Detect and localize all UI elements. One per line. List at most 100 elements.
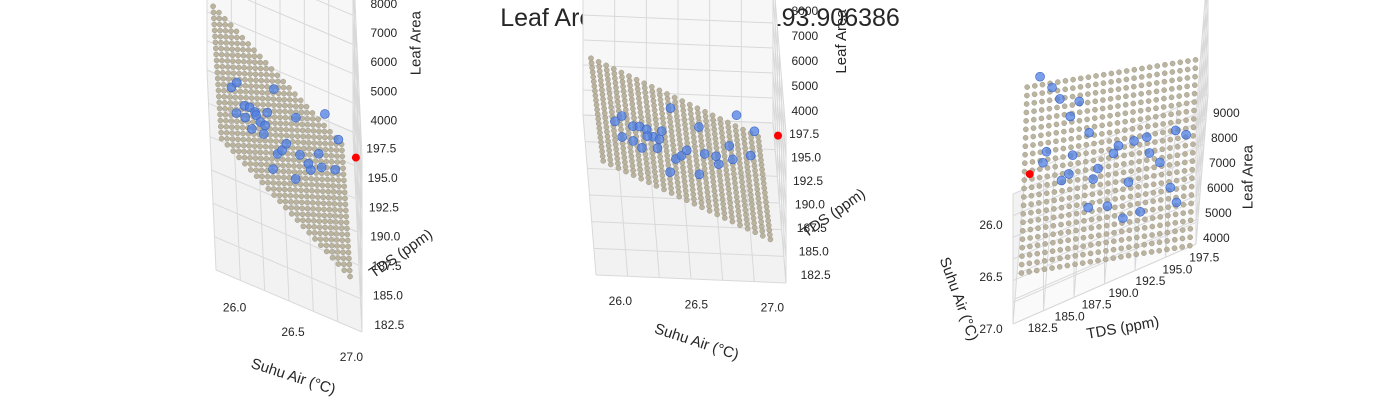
plane-point: [1190, 141, 1196, 148]
plane-point: [1091, 115, 1098, 121]
plane-point: [1136, 158, 1142, 165]
plane-point: [305, 127, 311, 134]
plane-point: [1100, 80, 1107, 86]
plane-point: [607, 156, 614, 163]
plane-point: [731, 175, 738, 182]
plane-point: [726, 195, 733, 202]
plane-point: [246, 149, 253, 155]
plane-point: [635, 90, 642, 97]
plane-point: [637, 104, 643, 111]
plane-point: [733, 189, 739, 196]
plane-point: [1066, 212, 1072, 218]
plane-point: [338, 219, 344, 225]
plane-point: [704, 184, 710, 191]
plane-point: [1119, 194, 1126, 201]
plane-point: [1019, 236, 1026, 242]
plane-point: [765, 222, 772, 229]
plane-point: [1108, 87, 1114, 94]
plane-point: [228, 118, 235, 124]
data-point: [1083, 202, 1093, 213]
plane-point: [683, 192, 690, 199]
plane-point: [276, 108, 283, 115]
plane-point: [304, 193, 310, 200]
plane-point: [265, 179, 271, 186]
plane-point: [1153, 80, 1160, 86]
plane-point: [1112, 179, 1119, 185]
plane-point: [1087, 259, 1094, 265]
plane-point: [1097, 198, 1103, 205]
plane-point: [1034, 242, 1041, 248]
plane-point: [311, 140, 318, 146]
plane-point: [1161, 87, 1167, 93]
data-point: [1135, 206, 1145, 217]
plane-point: [1069, 102, 1076, 108]
plane-point: [1115, 103, 1121, 109]
plane-point: [629, 101, 636, 107]
plane-point: [625, 130, 632, 136]
plane-point: [210, 3, 216, 10]
plane-point: [272, 120, 278, 126]
plane-point: [601, 105, 607, 112]
plane-point: [264, 90, 271, 96]
plane-point: [701, 161, 707, 168]
plane-point: [219, 63, 226, 70]
plane-point: [1030, 116, 1037, 123]
plane-point: [652, 173, 659, 180]
plane-point: [759, 228, 766, 234]
plane-point: [1080, 243, 1086, 249]
plane-point: [667, 176, 673, 182]
plane-point: [1042, 241, 1048, 247]
plane-point: [237, 88, 244, 95]
plane-point: [311, 230, 318, 236]
y-tick-label: 195.0: [1162, 262, 1192, 276]
plane-point: [336, 189, 343, 195]
y-tick-label: 192.5: [369, 200, 399, 214]
plane-point: [1149, 223, 1156, 230]
plane-point: [638, 175, 645, 182]
plane-point: [1184, 75, 1191, 81]
plane-point: [287, 186, 293, 193]
plane-point: [1167, 136, 1174, 143]
plane-point: [750, 215, 757, 222]
plane-point: [589, 69, 596, 76]
plane-point: [229, 130, 235, 136]
plane-point: [227, 106, 234, 112]
plane-point: [677, 141, 683, 147]
data-point: [654, 134, 665, 145]
plane-point: [1070, 85, 1076, 91]
plane-point: [669, 133, 675, 139]
plane-point: [221, 87, 227, 94]
plane-point: [689, 186, 696, 193]
plane-point: [663, 148, 670, 154]
plane-point: [680, 169, 687, 175]
plane-point: [269, 78, 276, 84]
plane-point: [704, 127, 711, 134]
plane-point: [699, 142, 705, 149]
plane-point: [225, 76, 232, 82]
plane-point: [217, 111, 223, 118]
plane-point: [650, 93, 656, 99]
plane-point: [1092, 106, 1098, 113]
plane-point: [277, 114, 283, 121]
plane-point: [1082, 184, 1088, 190]
plane-point: [1187, 234, 1193, 241]
data-point: [652, 143, 663, 153]
plane-point: [297, 97, 304, 104]
plane-point: [1075, 168, 1081, 175]
plane-point: [723, 167, 730, 174]
plane-point: [1138, 82, 1145, 89]
data-point: [1088, 174, 1098, 184]
y-tick-label: 192.5: [793, 174, 823, 188]
plane-point: [1038, 115, 1045, 122]
plane-point: [325, 194, 332, 201]
plane-point: [211, 15, 217, 22]
plane-point: [604, 133, 611, 140]
plane-point: [278, 132, 284, 139]
plane-point: [757, 148, 763, 154]
plane-point: [311, 218, 317, 224]
plane-point: [681, 178, 688, 185]
plane-point: [706, 208, 713, 214]
plane-point: [217, 27, 223, 34]
plane-point: [1074, 202, 1080, 208]
plane-point: [1104, 188, 1111, 195]
